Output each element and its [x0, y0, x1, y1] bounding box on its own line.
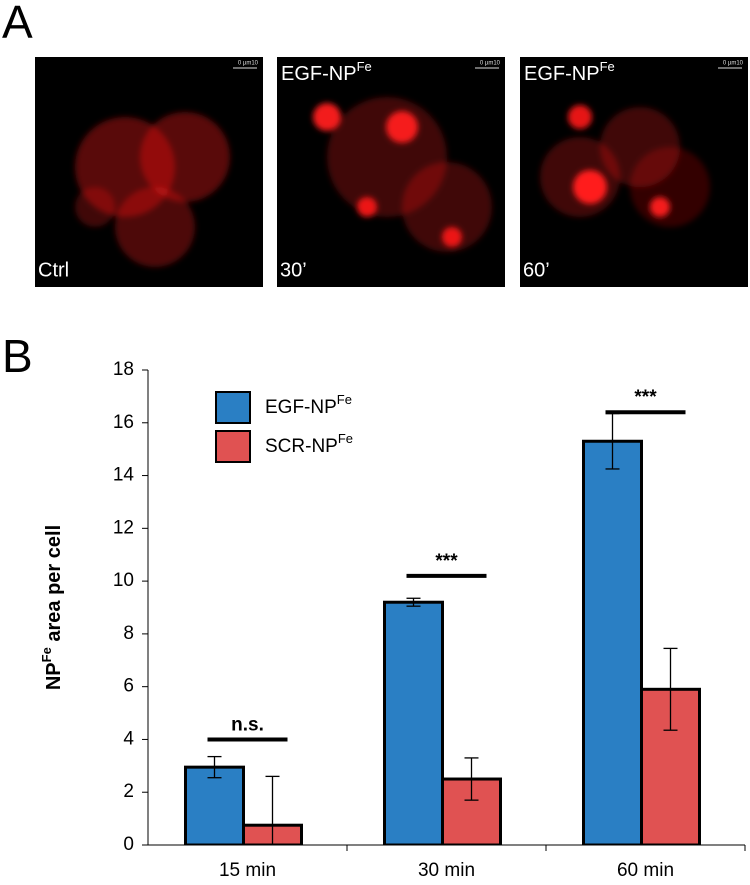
bar: [184, 765, 245, 845]
y-tick-label: 10: [113, 570, 134, 591]
fluorescent-spot: [75, 187, 115, 227]
text-part: EGF-NP: [524, 63, 600, 85]
y-tick-label: 4: [123, 728, 134, 749]
image-label: 30’: [280, 259, 307, 281]
x-tick-label: 30 min: [418, 860, 475, 881]
legend-label: SCR-NPFe: [265, 431, 353, 457]
bar: [383, 600, 444, 845]
fluorescent-spot: [313, 103, 341, 131]
legend-label: EGF-NPFe: [265, 392, 352, 418]
scale-label: 0 µm10: [480, 61, 501, 67]
fluorescence: [540, 105, 710, 227]
significance-label: n.s.: [231, 714, 264, 735]
fluorescent-spot: [115, 187, 195, 267]
fluorescent-spot: [402, 162, 492, 252]
significance-label: ***: [634, 387, 657, 408]
fluorescent-spot: [630, 147, 710, 227]
x-tick-label: 60 min: [617, 860, 674, 881]
x-tick-label: 15 min: [219, 860, 276, 881]
fluorescent-spot: [540, 137, 620, 217]
error-bar: [265, 775, 280, 845]
y-tick-label: 12: [113, 517, 134, 538]
scale-label: 0 µm10: [723, 61, 744, 67]
y-tick-label: 6: [123, 676, 134, 697]
y-tick-label: 2: [123, 781, 134, 802]
image-label: 60’: [523, 259, 550, 281]
fluorescence: [313, 97, 492, 252]
text-part: EGF-NP: [265, 397, 337, 418]
text-part: SCR-NP: [265, 436, 338, 457]
error-bar: [464, 757, 479, 801]
panel-label: B: [2, 330, 33, 382]
y-tick-label: 14: [113, 465, 135, 486]
legend-swatch: [215, 391, 251, 424]
image-title: EGF-NPFe: [281, 59, 372, 85]
error-bar: [406, 597, 421, 607]
text-part: Fe: [39, 647, 54, 662]
significance-label: ***: [435, 551, 458, 572]
text-part: EGF-NP: [281, 63, 357, 85]
text-part: NP: [43, 662, 65, 690]
text-part: Fe: [337, 392, 352, 407]
y-tick-label: 8: [123, 623, 134, 644]
y-tick-label: 16: [113, 412, 134, 433]
scale-label: 0 µm10: [238, 61, 259, 67]
error-bar: [207, 755, 222, 779]
y-tick-label: 18: [113, 359, 134, 380]
image-title: EGF-NPFe: [524, 59, 615, 85]
legend-swatch: [215, 430, 251, 463]
text-part: Fe: [600, 59, 615, 74]
y-tick-label: 0: [123, 834, 134, 855]
bar: [582, 439, 643, 845]
y-axis-label: NPFe area per cell: [39, 525, 65, 690]
text-part: Fe: [338, 431, 353, 446]
error-bar: [663, 647, 678, 731]
text-part: Fe: [357, 59, 372, 74]
text-part: area per cell: [43, 525, 65, 647]
fluorescence: [75, 112, 230, 267]
panel-label: A: [2, 0, 33, 48]
plot-area: [184, 412, 701, 845]
fluorescent-spot: [568, 105, 592, 129]
image-label: Ctrl: [38, 259, 69, 281]
fluorescent-spot: [140, 112, 230, 202]
